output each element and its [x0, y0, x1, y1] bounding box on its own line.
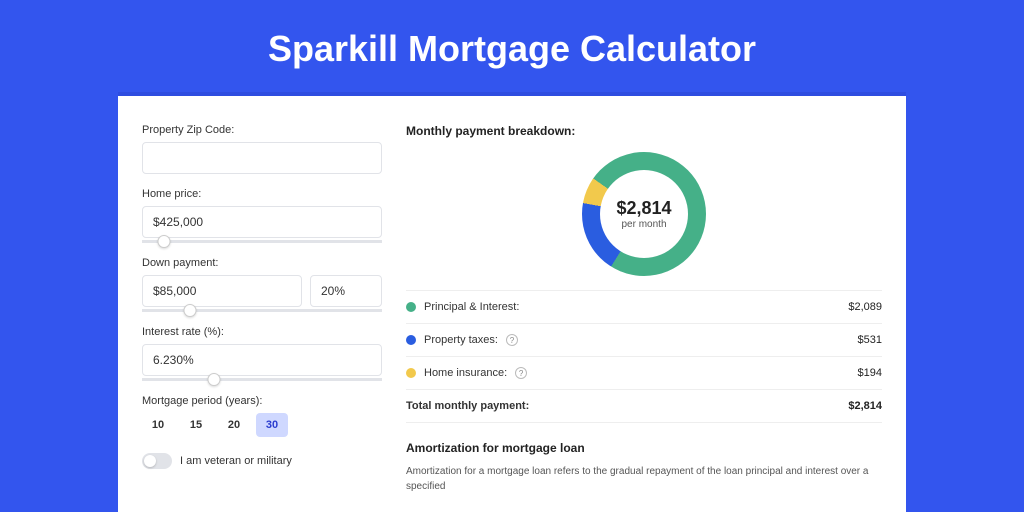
zip-label: Property Zip Code:: [142, 124, 382, 136]
legend-swatch: [406, 368, 416, 378]
amortization-title: Amortization for mortgage loan: [406, 441, 882, 455]
interest-rate-input[interactable]: [142, 344, 382, 376]
veteran-toggle-label: I am veteran or military: [180, 455, 292, 467]
legend-total-row: Total monthly payment: $2,814: [406, 390, 882, 423]
mortgage-period-30[interactable]: 30: [256, 413, 288, 437]
calculator-card: Property Zip Code: Home price: Down paym…: [118, 92, 906, 512]
legend-total-label: Total monthly payment:: [406, 400, 529, 412]
help-icon[interactable]: ?: [515, 367, 527, 379]
page-title: Sparkill Mortgage Calculator: [0, 0, 1024, 92]
down-payment-label: Down payment:: [142, 257, 382, 269]
legend-total-value: $2,814: [848, 400, 882, 412]
interest-rate-slider-thumb[interactable]: [208, 373, 221, 386]
legend-value: $531: [858, 334, 882, 346]
amortization-section: Amortization for mortgage loan Amortizat…: [406, 441, 882, 494]
inputs-panel: Property Zip Code: Home price: Down paym…: [142, 124, 382, 494]
legend-swatch: [406, 302, 416, 312]
interest-rate-slider[interactable]: [142, 378, 382, 381]
legend-value: $194: [858, 367, 882, 379]
breakdown-title: Monthly payment breakdown:: [406, 124, 882, 138]
home-price-slider[interactable]: [142, 240, 382, 243]
legend-value: $2,089: [848, 301, 882, 313]
payment-donut-chart: $2,814 per month: [582, 152, 706, 276]
legend-row: Principal & Interest: $2,089: [406, 291, 882, 324]
down-payment-input[interactable]: [142, 275, 302, 307]
down-payment-pct-input[interactable]: [310, 275, 382, 307]
home-price-slider-thumb[interactable]: [157, 235, 170, 248]
home-price-label: Home price:: [142, 188, 382, 200]
mortgage-period-15[interactable]: 15: [180, 413, 212, 437]
breakdown-panel: Monthly payment breakdown: $2,814 per mo…: [406, 124, 882, 494]
mortgage-period-group: 10152030: [142, 413, 382, 437]
legend-label: Principal & Interest:: [424, 301, 519, 313]
mortgage-period-label: Mortgage period (years):: [142, 395, 382, 407]
legend-label: Home insurance:: [424, 367, 507, 379]
mortgage-period-10[interactable]: 10: [142, 413, 174, 437]
home-price-input[interactable]: [142, 206, 382, 238]
help-icon[interactable]: ?: [506, 334, 518, 346]
down-payment-slider-thumb[interactable]: [184, 304, 197, 317]
down-payment-slider[interactable]: [142, 309, 382, 312]
amortization-body: Amortization for a mortgage loan refers …: [406, 465, 882, 494]
donut-center: $2,814 per month: [600, 170, 688, 258]
legend-row: Property taxes:? $531: [406, 324, 882, 357]
interest-rate-label: Interest rate (%):: [142, 326, 382, 338]
legend-row: Home insurance:? $194: [406, 357, 882, 390]
breakdown-legend: Principal & Interest: $2,089 Property taxe…: [406, 290, 882, 423]
donut-subtext: per month: [621, 219, 666, 230]
zip-input[interactable]: [142, 142, 382, 174]
mortgage-period-20[interactable]: 20: [218, 413, 250, 437]
donut-amount: $2,814: [616, 198, 671, 219]
veteran-toggle[interactable]: [142, 453, 172, 469]
legend-swatch: [406, 335, 416, 345]
legend-label: Property taxes:: [424, 334, 498, 346]
